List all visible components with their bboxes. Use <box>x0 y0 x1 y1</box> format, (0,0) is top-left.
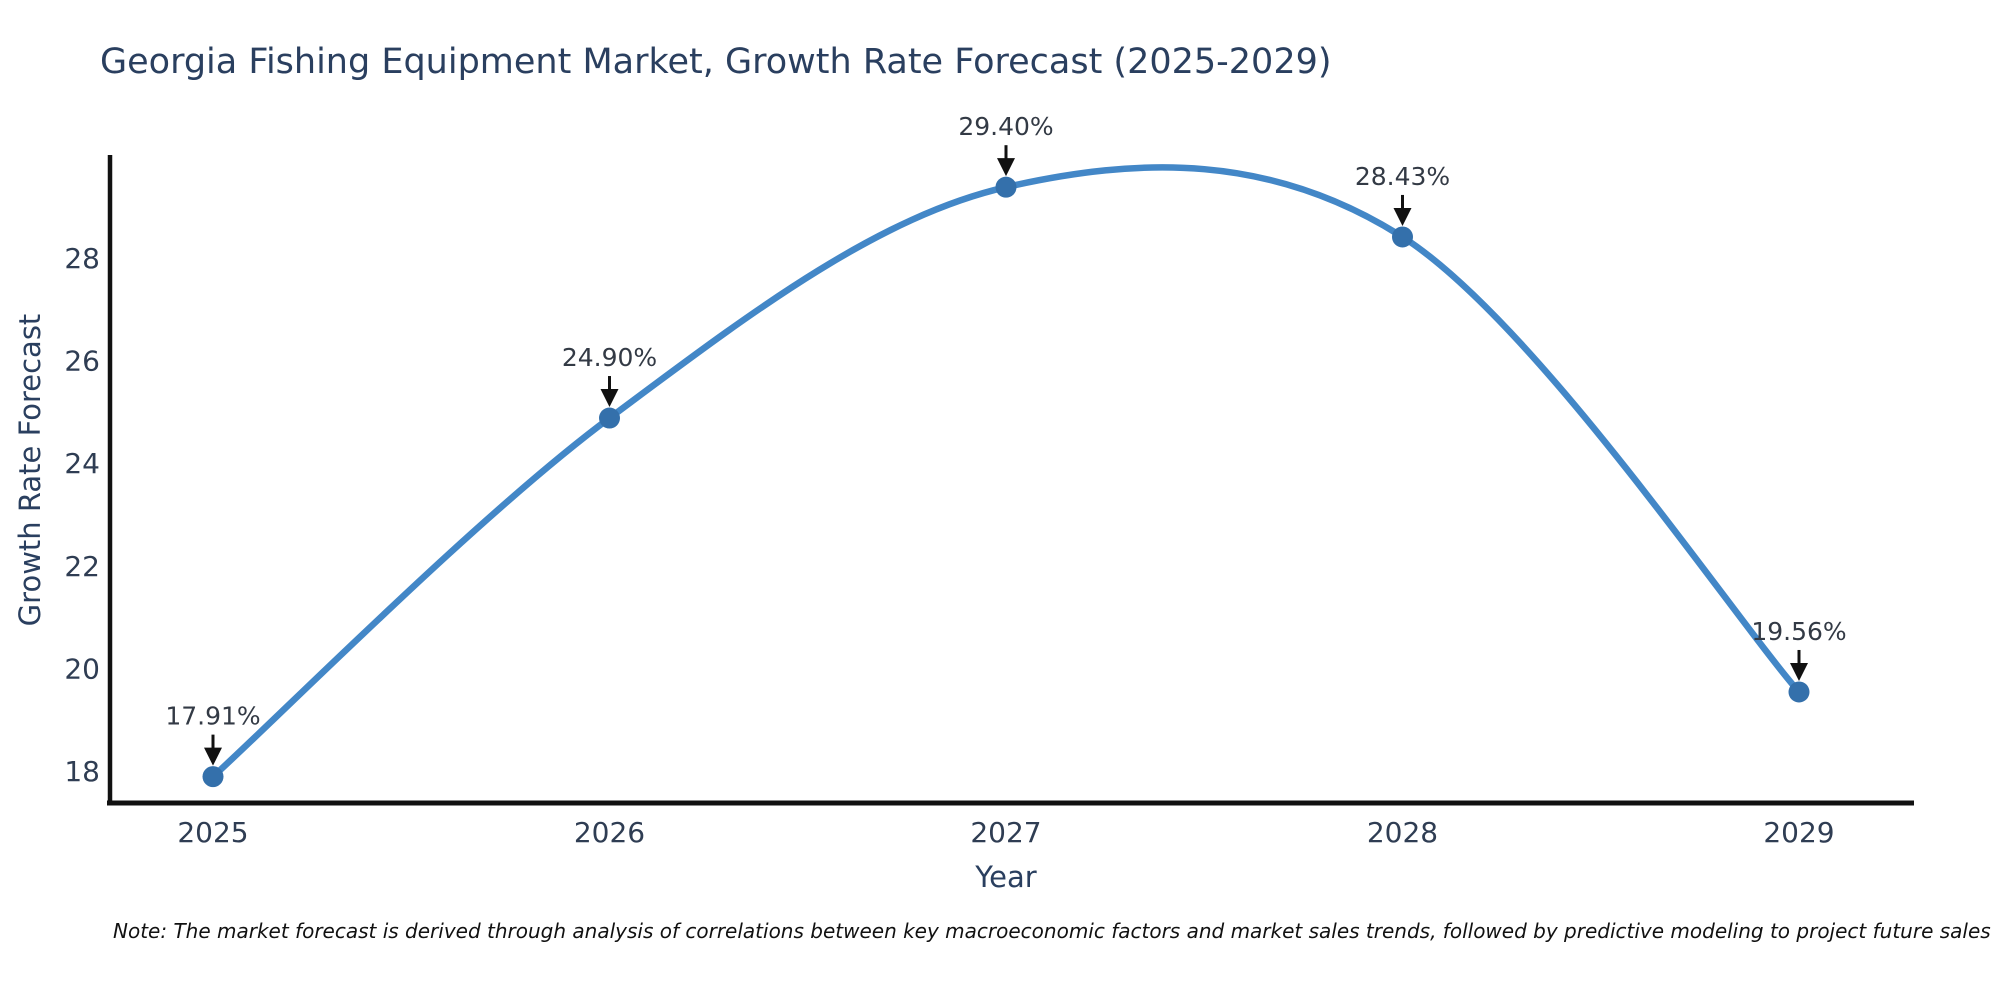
y-tick-label: 18 <box>64 755 100 788</box>
data-point <box>202 766 224 788</box>
y-tick-label: 22 <box>64 550 100 583</box>
annotation-arrow-head <box>1790 662 1808 681</box>
annotation-arrow-head <box>1393 207 1412 226</box>
data-point <box>599 407 620 429</box>
y-tick-label: 26 <box>64 345 100 378</box>
x-tick-label: 2027 <box>970 816 1041 849</box>
y-tick-label: 20 <box>64 652 100 685</box>
y-tick-label: 28 <box>64 242 100 275</box>
annotation-label: 19.56% <box>1751 617 1846 646</box>
x-tick-label: 2026 <box>574 816 645 849</box>
chart-title: Georgia Fishing Equipment Market, Growth… <box>100 42 1332 82</box>
annotation-label: 17.91% <box>165 702 260 731</box>
annotation-arrow-head <box>997 158 1015 177</box>
forecast-line <box>209 164 1803 780</box>
x-tick-label: 2029 <box>1763 816 1834 849</box>
x-tick-label: 2028 <box>1367 816 1438 849</box>
annotation-label: 28.43% <box>1355 162 1450 191</box>
footnote: Note: The market forecast is derived thr… <box>113 919 1991 943</box>
y-tick-label: 24 <box>64 447 100 480</box>
data-point <box>1392 226 1413 248</box>
data-point <box>995 176 1017 198</box>
annotation-arrow-head <box>204 747 222 766</box>
annotation-label: 29.40% <box>958 112 1053 141</box>
annotation-label: 24.90% <box>562 343 657 372</box>
annotation-arrow-head <box>600 389 619 408</box>
y-axis-title: Growth Rate Forecast <box>13 313 47 627</box>
x-tick-label: 2025 <box>177 816 248 849</box>
x-axis-title: Year <box>975 860 1037 894</box>
data-point <box>1788 681 1810 703</box>
